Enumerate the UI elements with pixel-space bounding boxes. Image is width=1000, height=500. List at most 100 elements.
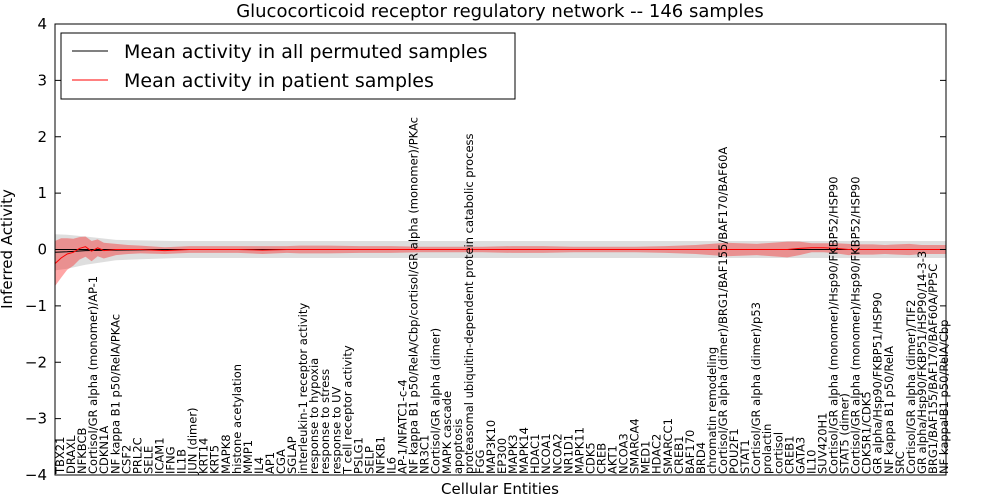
entity-label: HDAC1 [528,434,542,474]
entity-label: cortisol [771,432,785,474]
entity-label: DRAXL [64,435,78,474]
entity-label: BRD4 [694,442,708,474]
entity-label: NCOA3 [617,433,631,474]
entity-label: TBX21 [53,437,67,475]
entity-label: HDAC2 [650,434,664,474]
entity-label: MAP3K10 [484,420,498,474]
entity-label: EP300 [495,438,509,474]
entity-label: KRT14 [197,438,211,474]
y-tick-label: −2 [25,353,47,371]
entity-label: IL6 [385,457,399,474]
entity-label: NF kappa B1 p50/RelA/Cbp/cortisol/GR alp… [407,117,421,474]
y-tick-label: 4 [37,15,47,33]
entity-label: KRT5 [208,445,222,474]
y-axis: −4 −3 −2 −1 0 1 2 3 4 [25,15,946,484]
entity-label: apoptosis [451,419,465,474]
entity-label: IFNG [164,446,178,474]
entity-label: SMARCA4 [628,418,642,474]
entity-label: MAPK cascade [440,391,454,474]
entity-label: NR1D1 [561,434,575,474]
y-axis-title: Inferred Activity [0,189,16,309]
legend: Mean activity in all permuted samples Mea… [60,32,516,100]
entity-label: NF kappa B1 p50/RelA [882,346,896,474]
entity-label: NFKBCB [75,428,89,474]
entity-label: CSF2 [119,445,133,474]
entity-label: proteasomal ubiquitin-dependent protein … [462,133,476,474]
y-tick-label: −4 [25,466,47,484]
entity-label: MAPK3 [506,434,520,474]
entity-label: Cortisol/GR alpha (dimer) [429,328,443,474]
entity-label: AP-1/NFATC1-c-4 [396,379,410,474]
entity-label: SMARCC1 [661,418,675,474]
entity-label: PSLG1 [351,437,365,474]
legend-box [60,32,516,100]
y-tick-label: 0 [37,241,47,259]
entity-label: IL4 [252,457,266,474]
entity-label: STAT5 (dimer) [838,393,852,474]
y-tick-label: 1 [37,184,47,202]
entity-label: GR alpha/Hsp90/FKBP51/HSP90/14-3-3 [915,251,929,474]
entity-label: CGA [274,449,288,474]
entity-label: SGLAP [285,436,299,474]
entity-label: JUN (dimer) [186,407,200,475]
entity-label: Cortisol/GR alpha (monomer)/AP-1 [86,276,100,474]
y-tick-label: −1 [25,297,47,315]
entity-label: NF kappa B1 p50/RelA/PKAc [108,314,122,474]
entity-label: NCOA1 [539,433,553,474]
legend-label: Mean activity in all permuted samples [124,41,487,63]
entity-label: SELE [141,446,155,474]
chart-title: Glucocorticoid receptor regulatory netwo… [236,1,764,22]
entity-label: CREB1 [782,436,796,475]
entity-label: response to stress [318,369,332,474]
entity-label: MAPK8 [219,434,233,474]
series-band-0 [55,234,946,271]
entity-label: NFKB1 [373,436,387,474]
entity-label: GR alpha/Hsp90/FKBP51/HSP90 [871,292,885,474]
entity-label: response to hypoxia [307,358,321,474]
x-axis-title: Cellular Entities [441,480,559,498]
entity-label: SUV420H1 [816,413,830,475]
entity-label: MAPK14 [517,427,531,474]
entity-label: POU2F1 [727,428,741,474]
entity-label: FGG [473,450,487,474]
entity-label: MED1 [639,441,653,474]
entity-label: Cortisol/GR alpha (monomer)/Hsp90/FKBP52… [827,176,841,474]
entity-label: CREB [595,443,609,474]
entity-label: chromatin remodeling [705,347,719,474]
line-layer [55,246,946,264]
entity-label: BRG1/BAF155/BAF170/BAF60A/PP5C [926,264,940,474]
entity-label: interleukin-1 receptor activity [296,303,310,474]
entity-label: CDKN1A [97,426,111,474]
entity-label: STAT1 [738,439,752,474]
entity-label: SELP [362,446,376,474]
entity-label: PRL2C [130,437,144,474]
entity-label: CDK5 [583,442,597,474]
band-layer [55,234,946,287]
entity-label: AKT1 [606,445,620,474]
entity-label: IL10 [804,450,818,474]
entity-label: T cell receptor activity [340,345,354,475]
entity-label: Cortisol/GR alpha (monomer)/Hsp90/FKBP52… [849,176,863,474]
entity-label: histone acetylation [230,364,244,474]
entity-label: prolactin [760,424,774,474]
entity-label: GATA3 [793,437,807,474]
entity-label: response to UV [329,386,343,474]
entity-label: CREB1 [672,436,686,475]
entity-label: NCOA2 [550,433,564,474]
entity-label: SRC [893,451,907,474]
entity-label: Cortisol/GR alpha (dimer)/TIF2 [904,300,918,474]
entity-label: CDK5R1/CDK5 [860,391,874,474]
entity-label: Cortisol/GR alpha (dimer)/BRG1/BAF155/BA… [716,147,730,474]
entity-label: MAPK11 [572,427,586,474]
series-line-1 [55,246,946,264]
entity-label: IL1B [175,449,189,474]
legend-label: Mean activity in patient samples [124,70,434,92]
entity-label: NF kappa B1 p50/RelA/Cbp [937,320,951,474]
entity-label: BAF170 [683,430,697,474]
series-band-1 [55,236,946,287]
entity-label: Cortisol/GR alpha (dimer)/p53 [749,302,763,474]
entity-label: AP1 [263,452,277,474]
y-tick-label: 2 [37,128,47,146]
